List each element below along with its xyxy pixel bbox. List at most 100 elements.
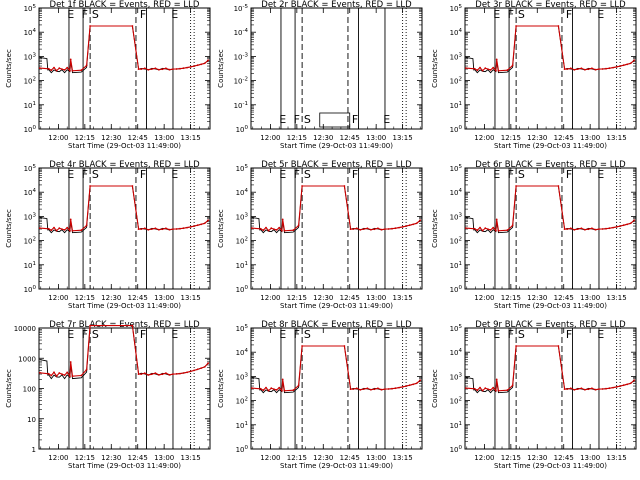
series-point-lld xyxy=(283,389,286,392)
series-point-lld xyxy=(401,386,404,388)
series-point-lld xyxy=(601,68,604,70)
series-point-lld xyxy=(63,69,66,71)
x-tick-label: 12:45 xyxy=(554,134,574,142)
series-point-lld xyxy=(608,67,611,70)
x-tick-label: 13:15 xyxy=(393,134,413,142)
series-line-lld xyxy=(465,185,635,233)
chart-title: Det 4r BLACK = Events, RED = LLD xyxy=(49,160,200,170)
x-axis-label: Start Time (29-Oct-03 11:49:00) xyxy=(494,462,607,470)
x-tick-label: 13:15 xyxy=(607,134,627,142)
series-point-lld xyxy=(262,229,265,232)
chart-panel-2: Det 2r BLACK = Events, RED = LLD 100 10-1 1… xyxy=(217,0,423,150)
event-marker-label: F xyxy=(566,8,572,21)
y-tick-label: 1000 xyxy=(18,355,36,363)
series-point-lld xyxy=(297,384,300,387)
series-point-lld xyxy=(143,372,146,375)
x-tick-label: 12:30 xyxy=(313,454,333,462)
series-point-lld xyxy=(587,388,590,391)
series-line-events xyxy=(39,325,209,380)
event-marker-label: E xyxy=(279,328,286,341)
series-point-lld xyxy=(484,387,487,390)
y-axis-label: Counts/sec xyxy=(5,49,13,88)
series-point-lld xyxy=(619,65,621,67)
series-point-lld xyxy=(165,67,167,70)
y-tick-label: 10-5 xyxy=(234,4,249,13)
chart-title: Det 7r BLACK = Events, RED = LLD xyxy=(49,320,200,330)
event-marker-label: S xyxy=(518,8,525,21)
series-point-lld xyxy=(387,228,390,230)
series-point-lld xyxy=(391,387,393,390)
chart-title: Det 5r BLACK = Events, RED = LLD xyxy=(261,160,412,170)
y-tick-label: 10-2 xyxy=(234,77,248,86)
series-point-lld xyxy=(80,374,83,377)
series-point-lld xyxy=(481,69,484,72)
x-tick-label: 13:15 xyxy=(181,454,201,462)
plot-frame xyxy=(250,167,423,290)
x-tick-label: 12:15 xyxy=(287,454,307,462)
series-point-lld xyxy=(262,389,265,392)
series-point-lld xyxy=(476,389,479,392)
x-tick-label: 12:00 xyxy=(48,454,68,462)
series-point-lld xyxy=(343,345,346,347)
chart-title: Det 1f BLACK = Events, RED = LLD xyxy=(50,0,200,10)
y-tick-label: 100 xyxy=(24,285,37,294)
series-point-lld xyxy=(511,64,514,67)
event-marker-label: E xyxy=(279,168,286,181)
series-point-lld xyxy=(626,383,629,386)
series-point-lld xyxy=(66,226,69,229)
series-point-lld xyxy=(576,228,579,231)
y-tick-label: 102 xyxy=(236,397,248,406)
series-point-lld xyxy=(412,383,415,386)
x-tick-label: 13:00 xyxy=(366,454,386,462)
series-point-lld xyxy=(576,388,579,390)
series-point-lld xyxy=(278,226,281,229)
chart-panel-5: Det 5r BLACK = Events, RED = LLD 100 101 10… xyxy=(217,160,423,310)
series-point-lld xyxy=(53,66,55,69)
x-tick-label: 12:15 xyxy=(287,294,307,302)
series-point-lld xyxy=(182,372,185,374)
series-point-lld xyxy=(489,69,492,71)
y-tick-label: 104 xyxy=(450,348,463,357)
series-point-lld xyxy=(89,25,91,27)
event-marker-label: F xyxy=(352,328,358,341)
series-point-lld xyxy=(619,385,621,387)
x-tick-label: 12:15 xyxy=(75,134,95,142)
y-tick-label: 100 xyxy=(450,285,463,294)
series-point-lld xyxy=(412,223,415,226)
x-tick-label: 13:00 xyxy=(154,294,174,302)
chart-title: Det 9r BLACK = Events, RED = LLD xyxy=(475,320,626,330)
x-tick-label: 12:00 xyxy=(48,134,68,142)
y-tick-label: 103 xyxy=(450,212,463,221)
event-marker-label: F xyxy=(82,8,88,21)
event-marker-label: F xyxy=(294,328,300,341)
series-point-lld xyxy=(408,224,411,227)
y-tick-label: 102 xyxy=(450,77,462,86)
x-axis-label: Start Time (29-Oct-03 11:49:00) xyxy=(494,142,607,150)
series-point-lld xyxy=(492,226,495,229)
series-point-lld xyxy=(200,63,203,66)
series-point-lld xyxy=(71,69,74,72)
y-axis-label: Counts/sec xyxy=(431,49,439,88)
series-point-lld xyxy=(182,67,185,70)
series-point-lld xyxy=(594,68,597,71)
x-tick-label: 12:00 xyxy=(474,454,494,462)
series-point-lld xyxy=(495,69,497,72)
series-point-lld xyxy=(189,370,192,373)
x-tick-label: 13:00 xyxy=(580,134,600,142)
series-point-lld xyxy=(147,374,150,376)
y-tick-label: 100 xyxy=(450,125,463,134)
y-tick-label: 103 xyxy=(24,212,37,221)
series-point-lld xyxy=(89,324,91,327)
y-tick-label: 100 xyxy=(450,445,463,454)
x-tick-label: 13:00 xyxy=(580,454,600,462)
series-point-lld xyxy=(473,387,476,390)
series-point-lld xyxy=(489,229,492,231)
y-tick-label: 100 xyxy=(236,125,249,134)
series-point-lld xyxy=(405,385,407,387)
event-marker-label: S xyxy=(304,113,311,126)
series-point-lld xyxy=(419,219,422,222)
y-tick-label: 105 xyxy=(236,164,249,173)
chart-title: Det 2r BLACK = Events, RED = LLD xyxy=(261,0,412,10)
series-point-lld xyxy=(495,378,498,381)
series-point-lld xyxy=(147,68,150,71)
